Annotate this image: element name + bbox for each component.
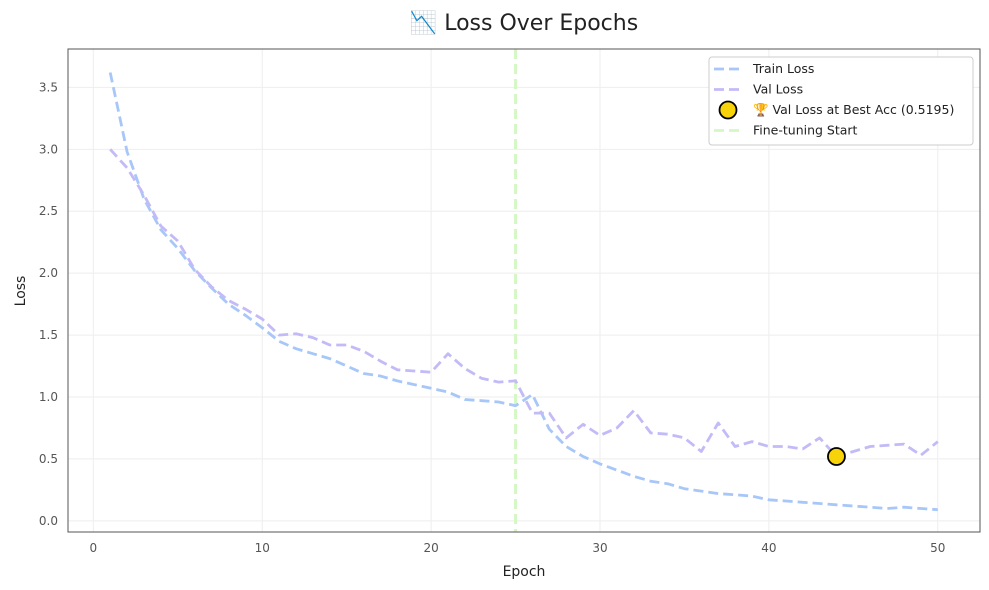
legend-box — [708, 56, 974, 146]
x-tick-label: 30 — [592, 541, 607, 555]
legend-best-acc-label: 🏆 Val Loss at Best Acc (0.5195) — [753, 102, 954, 117]
y-tick-label: 1.5 — [39, 328, 58, 342]
plot-frame — [67, 48, 981, 533]
y-axis-ticks: 0.0 0.5 1.0 1.5 2.0 2.5 3.0 3.5 — [39, 80, 58, 527]
y-tick-label: 3.5 — [39, 80, 58, 94]
val-loss-line — [109, 148, 939, 458]
legend-fine-tuning-label: Fine-tuning Start — [753, 123, 858, 138]
x-tick-label: 50 — [930, 541, 945, 555]
x-tick-label: 0 — [90, 541, 98, 555]
y-tick-label: 0.0 — [39, 514, 58, 528]
legend-val-loss-label: Val Loss — [753, 82, 803, 97]
y-tick-label: 0.5 — [39, 452, 58, 466]
series-layer — [108, 72, 939, 512]
best-acc-marker — [827, 447, 846, 466]
y-axis-label: Loss — [13, 276, 29, 307]
marker-layer — [827, 447, 846, 466]
chart-title: 📉 Loss Over Epochs — [410, 10, 638, 36]
y-tick-label: 3.0 — [39, 142, 58, 156]
legend: Train Loss Val Loss 🏆 Val Loss at Best Acc… — [708, 56, 974, 146]
y-tick-label: 2.5 — [39, 204, 58, 218]
y-tick-label: 1.0 — [39, 390, 58, 404]
x-axis-label: Epoch — [503, 564, 546, 580]
y-tick-label: 2.0 — [39, 266, 58, 280]
legend-train-loss-label: Train Loss — [752, 61, 814, 76]
x-tick-label: 20 — [423, 541, 438, 555]
x-axis-ticks: 0 10 20 30 40 50 — [90, 541, 946, 555]
train-loss-line — [108, 72, 938, 512]
x-tick-label: 10 — [255, 541, 270, 555]
x-tick-label: 40 — [761, 541, 776, 555]
legend-best-acc-swatch — [718, 100, 738, 120]
